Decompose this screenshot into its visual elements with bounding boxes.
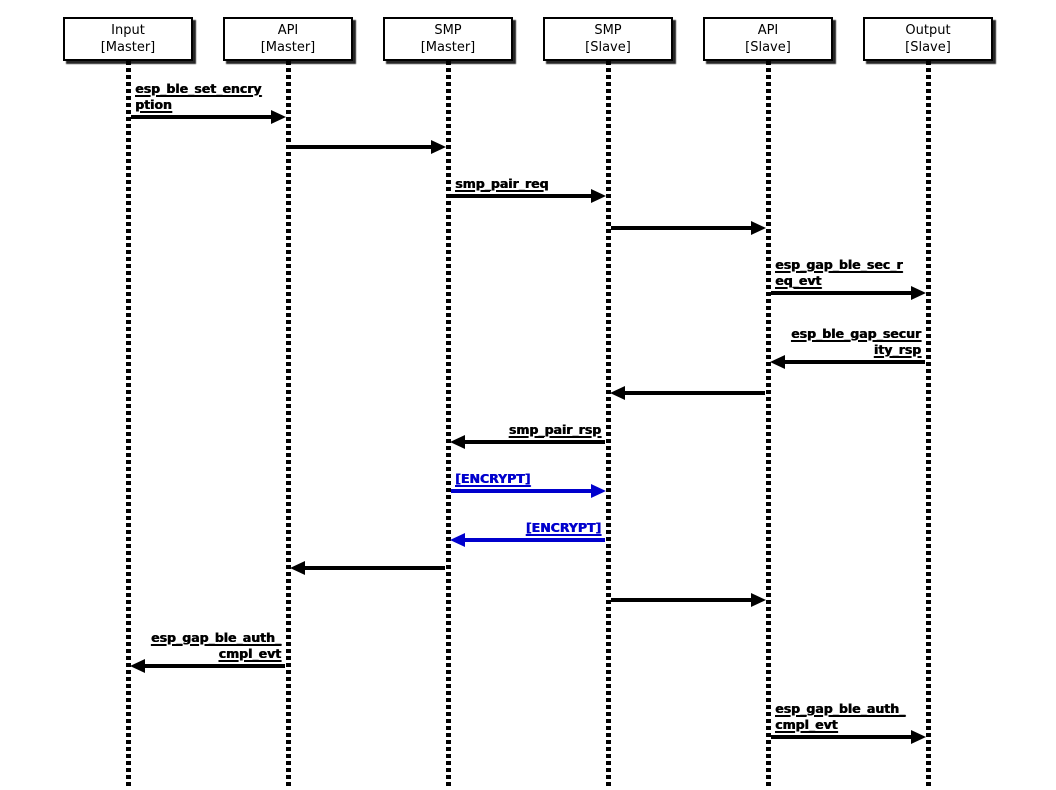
actor-name: Output [905,23,951,38]
message-label-line: ity_rsp [873,342,921,357]
message-arrow-line [304,566,445,570]
lifeline-api-slave [765,61,771,788]
message-label-line: ption [135,97,172,112]
message-arrow-line [784,360,925,364]
actor-role: [Master] [420,40,476,55]
message-arrowhead [271,110,286,124]
actor-box-api-slave: API [Slave] [703,17,833,61]
actor-role: [Slave] [585,40,631,55]
actor-name: Input [111,23,145,38]
message-arrowhead [290,561,305,575]
lifeline-smp-master [445,61,451,788]
message-label-line: smp_pair_req [455,176,549,191]
message-arrowhead [450,533,465,547]
actor-box-api-master: API [Master] [223,17,353,61]
message-label-line: cmpl_evt [218,646,281,661]
message-arrowhead [751,593,766,607]
lifeline-api-master [285,61,291,788]
actor-role: [Master] [100,40,156,55]
message-arrowhead [911,286,926,300]
message-arrow-line [451,489,592,493]
message-arrow-line [771,735,912,739]
actor-box-output-slave: Output [Slave] [863,17,993,61]
message-label-line: eq_evt [775,273,822,288]
message-arrow-line [464,440,605,444]
message-arrow-line [624,391,765,395]
message-label-line: esp_gap_ble_sec_r [775,257,903,272]
actor-box-smp-slave: SMP [Slave] [543,17,673,61]
lifeline-input-master [125,61,131,788]
message-label: [ENCRYPT] [455,471,601,487]
message-label-line: esp_ble_gap_secur [790,326,921,341]
message-arrowhead [751,221,766,235]
message-arrow-line [451,194,592,198]
message-label: smp_pair_rsp [455,422,601,438]
actor-role: [Slave] [905,40,951,55]
message-arrowhead [431,140,446,154]
message-label-line: [ENCRYPT] [525,520,601,535]
message-label-line: smp_pair_rsp [508,422,601,437]
message-arrow-line [131,115,272,119]
message-label: esp_gap_ble_sec_r eq_evt [775,257,921,289]
message-arrowhead [911,730,926,744]
actor-name: API [277,23,299,38]
actor-name: API [757,23,779,38]
message-arrow-line [611,598,752,602]
message-label-line: esp_gap_ble_auth_ [150,630,281,645]
actor-role: [Master] [260,40,316,55]
message-arrow-line [291,145,432,149]
actor-box-input-master: Input [Master] [63,17,193,61]
message-arrow-line [771,291,912,295]
actor-name: SMP [434,23,462,38]
message-arrowhead [591,484,606,498]
message-arrow-line [144,664,285,668]
actor-role: [Slave] [745,40,791,55]
message-label: esp_gap_ble_auth_ cmpl_evt [135,630,281,662]
message-arrowhead [450,435,465,449]
message-label: esp_ble_gap_secur ity_rsp [775,326,921,358]
message-arrowhead [130,659,145,673]
message-label: esp_ble_set_encry ption [135,81,281,113]
message-arrowhead [610,386,625,400]
message-arrow-line [611,226,752,230]
lifeline-smp-slave [605,61,611,788]
message-label: esp_gap_ble_auth_ cmpl_evt [775,701,921,733]
message-label-line: cmpl_evt [775,717,838,732]
actor-box-smp-master: SMP [Master] [383,17,513,61]
message-label-line: esp_ble_set_encry [135,81,262,96]
message-label-line: esp_gap_ble_auth_ [775,701,906,716]
lifeline-output-slave [925,61,931,788]
message-label-line: [ENCRYPT] [455,471,531,486]
actor-name: SMP [594,23,622,38]
message-label: [ENCRYPT] [455,520,601,536]
message-arrowhead [770,355,785,369]
message-arrowhead [591,189,606,203]
message-arrow-line [464,538,605,542]
message-label: smp_pair_req [455,176,601,192]
